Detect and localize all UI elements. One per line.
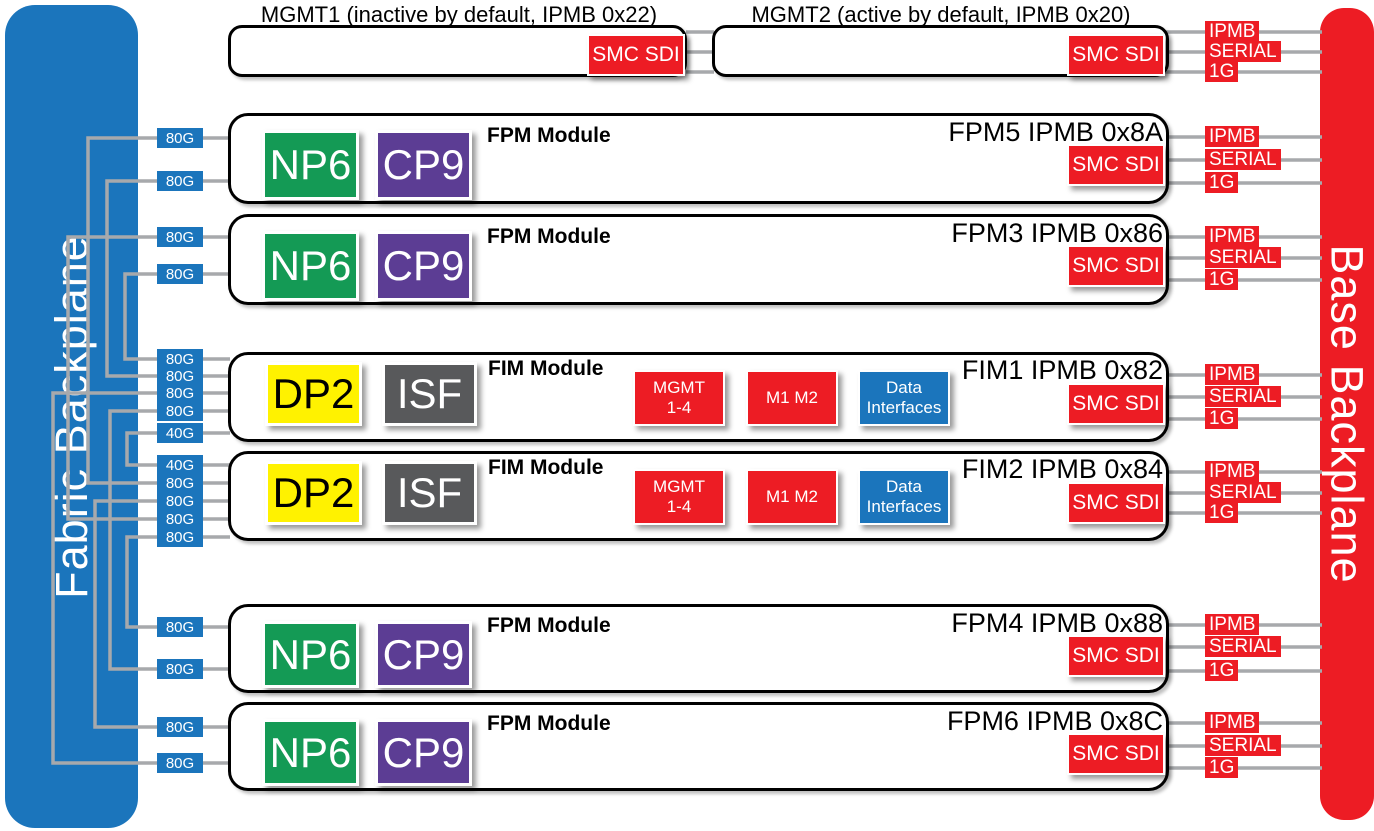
fim2-type-label: FIM Module [488, 456, 604, 479]
fpm4-cp9-chip: CP9 [375, 621, 472, 688]
fim1-serial-label: SERIAL [1205, 386, 1281, 407]
fim1-type-label: FIM Module [488, 357, 604, 380]
fpm3-np6-chip: NP6 [262, 231, 359, 301]
fpm6-cp9-chip: CP9 [375, 719, 472, 786]
fpm3-port1-80g-label: 80G [157, 227, 203, 247]
fpm5-type-label: FPM Module [487, 124, 611, 147]
fpm4-port1-80g-label: 80G [157, 617, 203, 637]
base-backplane-bar: Base Backplane [1320, 8, 1374, 820]
fim2-port3-80g-label: 80G [157, 491, 203, 511]
fim2-mgmt1-4-line2: 1-4 [666, 497, 692, 516]
fim1-isf-chip: ISF [382, 362, 477, 426]
fpm4-1g-label: 1G [1205, 660, 1239, 681]
fim1-mgmt1-4-line1: MGMT [653, 378, 705, 397]
fpm5-header: FPM5 IPMB 0x8A [948, 117, 1163, 147]
fim1-m1m2-label: M1 M2 [766, 388, 818, 407]
fpm5-smc-sdi-chip: SMC SDI [1067, 144, 1165, 186]
fim1-port3-80g-label: 80G [157, 383, 203, 403]
fim1-port2-80g-label: 80G [157, 366, 203, 386]
fim1-smc-sdi-chip: SMC SDI [1067, 383, 1165, 425]
fpm4-np6-chip: NP6 [262, 621, 359, 688]
fpm5-cp9-chip: CP9 [375, 130, 472, 200]
fpm3-type-label: FPM Module [487, 225, 611, 248]
mgmt-ipmb-label: IPMB [1205, 21, 1260, 42]
mgmt-serial-label: SERIAL [1205, 41, 1281, 62]
fpm5-port2-80g-label: 80G [157, 171, 203, 191]
fim2-header: FIM2 IPMB 0x84 [961, 454, 1163, 484]
fim2-smc-sdi-chip: SMC SDI [1067, 482, 1165, 524]
fim1-dp2-chip: DP2 [265, 362, 362, 426]
fpm3-1g-label: 1G [1205, 269, 1239, 290]
wire-fim1p3-fpm6p2 [51, 391, 230, 765]
fim2-mgmt1-4-line1: MGMT [653, 477, 705, 496]
fpm6-header: FPM6 IPMB 0x8C [946, 706, 1163, 736]
fpm6-1g-label: 1G [1205, 757, 1239, 778]
fpm6-serial-label: SERIAL [1205, 735, 1281, 756]
fim1-port1-80g-label: 80G [157, 349, 203, 369]
fabric-backplane-bar: Fabric Backplane [5, 5, 138, 828]
fim1-ipmb-label: IPMB [1205, 364, 1260, 385]
fim1-header: FIM1 IPMB 0x82 [961, 355, 1163, 385]
mgmt1-title: MGMT1 (inactive by default, IPMB 0x22) [260, 2, 658, 27]
fpm5-ipmb-label: IPMB [1205, 126, 1260, 147]
fpm3-ipmb-label: IPMB [1205, 226, 1260, 247]
fpm4-serial-label: SERIAL [1205, 636, 1281, 657]
fim2-isf-chip: ISF [382, 461, 477, 525]
fim2-ipmb-label: IPMB [1205, 461, 1260, 482]
fpm5-1g-label: 1G [1205, 172, 1239, 193]
fim1-port5-40g-label: 40G [157, 423, 203, 443]
fpm4-ipmb-label: IPMB [1205, 614, 1260, 635]
fim1-data-line1: Data [886, 378, 922, 397]
mgmt-1g-label: 1G [1205, 61, 1239, 82]
mgmt2-title: MGMT2 (active by default, IPMB 0x20) [751, 2, 1131, 27]
fim1-port4-80g-label: 80G [157, 401, 203, 421]
fim2-port1-40g-label: 40G [157, 455, 203, 475]
fpm3-cp9-chip: CP9 [375, 231, 472, 301]
fpm6-port2-80g-label: 80G [157, 753, 203, 773]
fpm6-port1-80g-label: 80G [157, 717, 203, 737]
fim1-m1m2-box: M1 M2 [746, 370, 838, 426]
fim2-m1m2-label: M1 M2 [766, 487, 818, 506]
fim1-data-interfaces-box: Data Interfaces [858, 370, 950, 426]
fim1-1g-label: 1G [1205, 408, 1239, 429]
mgmt2-smc-sdi-chip: SMC SDI [1067, 34, 1165, 76]
fim2-dp2-chip: DP2 [265, 461, 362, 525]
fim2-serial-label: SERIAL [1205, 482, 1281, 503]
fpm3-header: FPM3 IPMB 0x86 [951, 218, 1163, 248]
fpm4-port2-80g-label: 80G [157, 659, 203, 679]
mgmt1-smc-sdi-chip: SMC SDI [587, 34, 685, 76]
fpm6-smc-sdi-chip: SMC SDI [1067, 733, 1165, 775]
fim1-mgmt1-4-box: MGMT 1-4 [633, 370, 725, 426]
fim1-data-line2: Interfaces [866, 398, 942, 417]
fim2-m1m2-box: M1 M2 [746, 469, 838, 525]
fpm6-np6-chip: NP6 [262, 719, 359, 786]
fpm3-serial-label: SERIAL [1205, 247, 1281, 268]
fpm5-serial-label: SERIAL [1205, 149, 1281, 170]
fpm4-type-label: FPM Module [487, 614, 611, 637]
fpm3-smc-sdi-chip: SMC SDI [1067, 245, 1165, 287]
wire-fpm3p1-fim2p4 [66, 235, 230, 521]
fpm6-ipmb-label: IPMB [1205, 712, 1260, 733]
wire-fim2p5-fpm4p1 [125, 535, 230, 629]
fpm5-np6-chip: NP6 [262, 130, 359, 200]
fpm5-port1-80g-label: 80G [157, 128, 203, 148]
fim2-mgmt1-4-box: MGMT 1-4 [633, 469, 725, 525]
wire-fpm3p2-fim1p1 [123, 272, 230, 361]
fpm4-smc-sdi-chip: SMC SDI [1067, 635, 1165, 677]
fim2-port5-80g-label: 80G [157, 527, 203, 547]
fim2-data-line1: Data [886, 477, 922, 496]
fpm3-port2-80g-label: 80G [157, 264, 203, 284]
fim1-mgmt1-4-line2: 1-4 [666, 398, 692, 417]
fim2-port4-80g-label: 80G [157, 509, 203, 529]
fim2-1g-label: 1G [1205, 502, 1239, 523]
fim2-data-interfaces-box: Data Interfaces [858, 469, 950, 525]
fim2-port2-80g-label: 80G [157, 473, 203, 493]
fpm4-header: FPM4 IPMB 0x88 [951, 608, 1163, 638]
fim2-data-line2: Interfaces [866, 497, 942, 516]
fpm6-type-label: FPM Module [487, 712, 611, 735]
